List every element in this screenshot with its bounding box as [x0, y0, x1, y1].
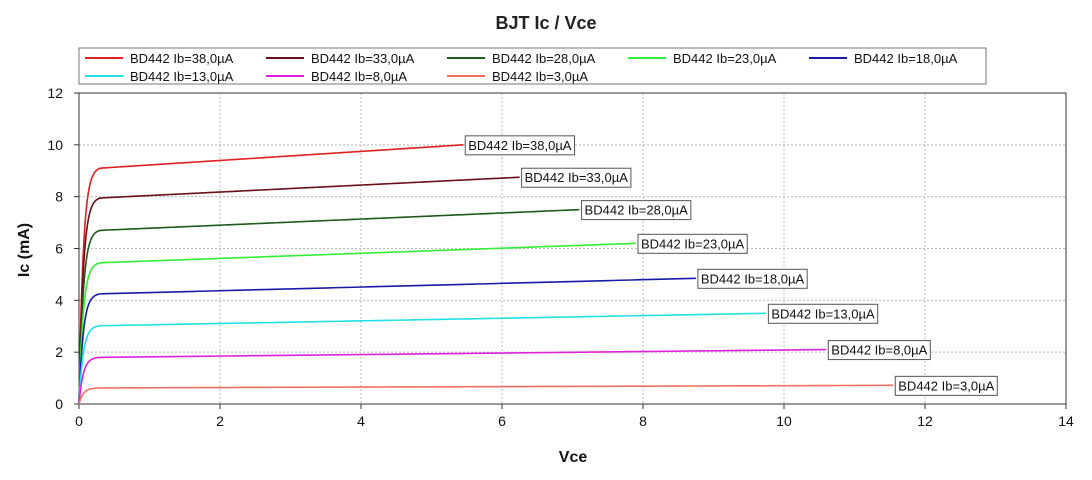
series-end-label: BD442 Ib=13,0µA: [767, 303, 879, 324]
series-end-label: BD442 Ib=8,0µA: [827, 340, 931, 361]
series-line: [78, 384, 894, 405]
y-tick-label: 12: [47, 85, 63, 101]
x-tick-label: 6: [498, 413, 506, 429]
series-end-label-box: [637, 233, 748, 254]
x-tick-label: 4: [357, 413, 365, 429]
legend-entry: BD442 Ib=23,0µA: [673, 51, 777, 66]
x-tick-label: 0: [75, 413, 83, 429]
series-end-label: BD442 Ib=38,0µA: [464, 135, 576, 156]
series-end-label: BD442 Ib=33,0µA: [521, 167, 632, 188]
series-line: [78, 277, 696, 405]
chart-title: BJT Ic / Vce: [495, 13, 596, 33]
legend-entry: BD442 Ib=13,0µA: [130, 69, 234, 84]
series-end-label-text: BD442 Ib=3,0µA: [898, 378, 994, 393]
series-end-label-box: [464, 135, 576, 156]
series-end-label-text: BD442 Ib=33,0µA: [525, 170, 629, 185]
series-end-label-box: [521, 167, 632, 188]
legend-box: [78, 47, 987, 85]
y-tick-label: 2: [55, 344, 63, 360]
legend-entry: BD442 Ib=8,0µA: [311, 69, 407, 84]
series-line: [78, 144, 464, 405]
series-line: [78, 176, 520, 405]
x-tick-label: 12: [917, 413, 933, 429]
y-tick-label: 6: [55, 241, 63, 257]
legend-entry: BD442 Ib=38,0µA: [130, 51, 234, 66]
legend-entry: BD442 Ib=28,0µA: [492, 51, 596, 66]
series-end-label-box: [581, 200, 692, 221]
series-end-label-text: BD442 Ib=23,0µA: [641, 236, 745, 251]
series-end-label: BD442 Ib=18,0µA: [697, 268, 808, 289]
series-end-label-text: BD442 Ib=18,0µA: [701, 271, 805, 286]
y-tick-label: 0: [55, 396, 63, 412]
legend-entry: BD442 Ib=18,0µA: [854, 51, 958, 66]
series-end-label-box: [827, 340, 931, 361]
series-end-label: BD442 Ib=23,0µA: [637, 233, 748, 254]
series-line: [78, 348, 827, 405]
series-end-label: BD442 Ib=3,0µA: [894, 375, 998, 396]
legend: BD442 Ib=38,0µA BD442 Ib=33,0µA BD442 Ib=2…: [78, 47, 987, 85]
series-end-label-text: BD442 Ib=13,0µA: [771, 306, 875, 321]
series-end-label-box: [894, 375, 998, 396]
x-tick-label: 14: [1058, 413, 1074, 429]
series-line: [78, 208, 580, 405]
series-end-label: BD442 Ib=28,0µA: [581, 200, 692, 221]
series-line: [78, 312, 767, 405]
x-axis-label: Vce: [559, 449, 588, 466]
series-end-label-text: BD442 Ib=38,0µA: [468, 138, 572, 153]
y-axis-label: Ic (mA): [16, 223, 33, 277]
x-tick-label: 10: [776, 413, 792, 429]
series-end-label-text: BD442 Ib=8,0µA: [831, 343, 927, 358]
y-tick-label: 8: [55, 189, 63, 205]
series-end-label-box: [697, 268, 808, 289]
series-end-label-text: BD442 Ib=28,0µA: [585, 203, 689, 218]
plot-area: 0 2 4 6 8 10 12 14 0 2 4 6 8 10 12 BD442 Ib=38,0µA BD442…: [47, 85, 1074, 429]
legend-entry: BD442 Ib=3,0µA: [492, 69, 588, 84]
series-end-label-box: [767, 303, 879, 324]
x-tick-label: 8: [639, 413, 647, 429]
x-tick-label: 2: [216, 413, 224, 429]
y-tick-label: 4: [55, 292, 63, 308]
y-tick-label: 10: [47, 137, 63, 153]
series-line: [78, 242, 636, 405]
legend-entry: BD442 Ib=33,0µA: [311, 51, 415, 66]
